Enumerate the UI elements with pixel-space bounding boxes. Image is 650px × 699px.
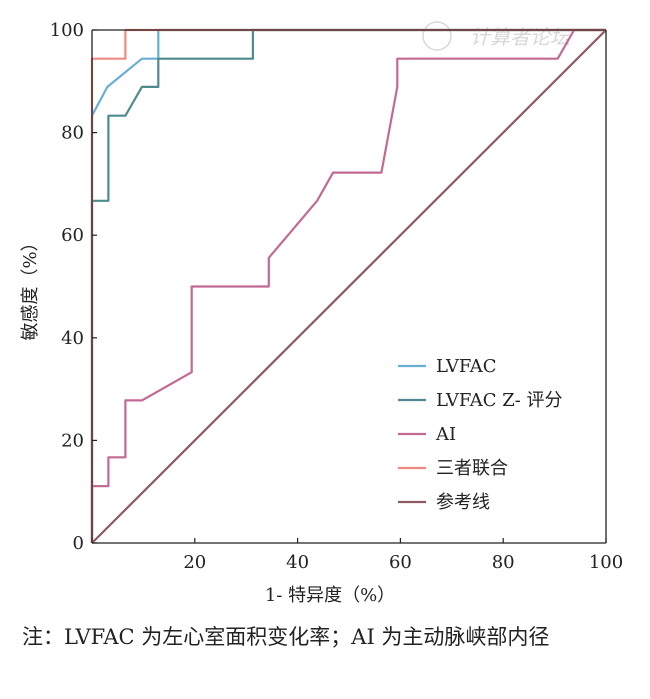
- x-tick-label: 60: [389, 552, 412, 573]
- axis-ticks: 0 20 40 60 80 100 20 40 60 80 100: [50, 20, 624, 573]
- y-tick-label: 40: [61, 328, 84, 349]
- x-tick-label: 40: [286, 552, 309, 573]
- legend-label-4: 参考线: [436, 492, 490, 513]
- y-tick-label: 60: [61, 225, 84, 246]
- series-lines: [90, 28, 607, 544]
- legend-label-2: AI: [435, 424, 456, 445]
- x-tick-label: 80: [492, 552, 515, 573]
- y-tick-label: 20: [61, 430, 84, 451]
- footnote: 注：LVFAC 为左心室面积变化率；AI 为主动脉峡部内径: [22, 625, 550, 649]
- y-tick-label: 0: [73, 533, 84, 554]
- series-line-1: [90, 28, 606, 543]
- y-tick-label: 80: [61, 123, 84, 144]
- legend-label-0: LVFAC: [436, 356, 497, 377]
- y-tick-label: 100: [50, 20, 84, 41]
- series-line-2: [90, 28, 606, 543]
- legend-label-3: 三者联合: [436, 458, 508, 479]
- series-line-4: [91, 29, 607, 544]
- legend-label-1: LVFAC Z- 评分: [436, 390, 563, 411]
- watermark-logo: [422, 21, 452, 51]
- watermark-text: 计算者论坛: [470, 25, 572, 49]
- x-tick-label: 20: [183, 552, 206, 573]
- x-axis-title: 1- 特异度（%）: [265, 585, 395, 606]
- x-tick-label: 100: [589, 552, 623, 573]
- y-axis-title: 敏感度（%）: [20, 233, 41, 340]
